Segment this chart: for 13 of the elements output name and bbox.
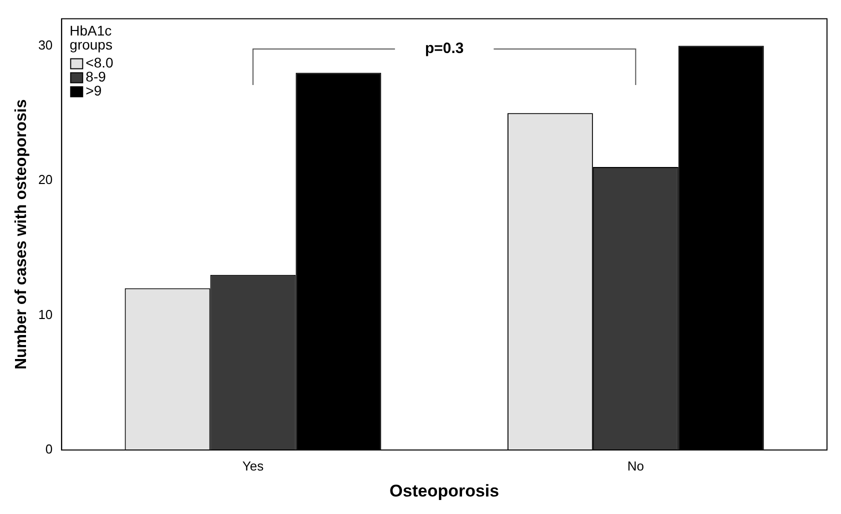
y-axis-title: Number of cases with osteoporosis: [13, 99, 30, 370]
y-tick-label: 10: [38, 306, 53, 322]
x-tick-label: No: [627, 458, 644, 474]
x-tick-label: Yes: [242, 458, 264, 474]
legend-label: <8.0: [86, 54, 114, 71]
legend-label: 8-9: [86, 68, 106, 85]
x-axis-title: Osteoporosis: [390, 481, 500, 500]
legend-title: HbA1c groups: [70, 22, 112, 53]
y-tick-label: 0: [45, 442, 53, 457]
annotation: p=0.3: [424, 40, 464, 57]
y-tick-label: 20: [38, 172, 53, 188]
y-tick-label: 30: [38, 37, 53, 52]
legend-label: >9: [86, 82, 102, 99]
